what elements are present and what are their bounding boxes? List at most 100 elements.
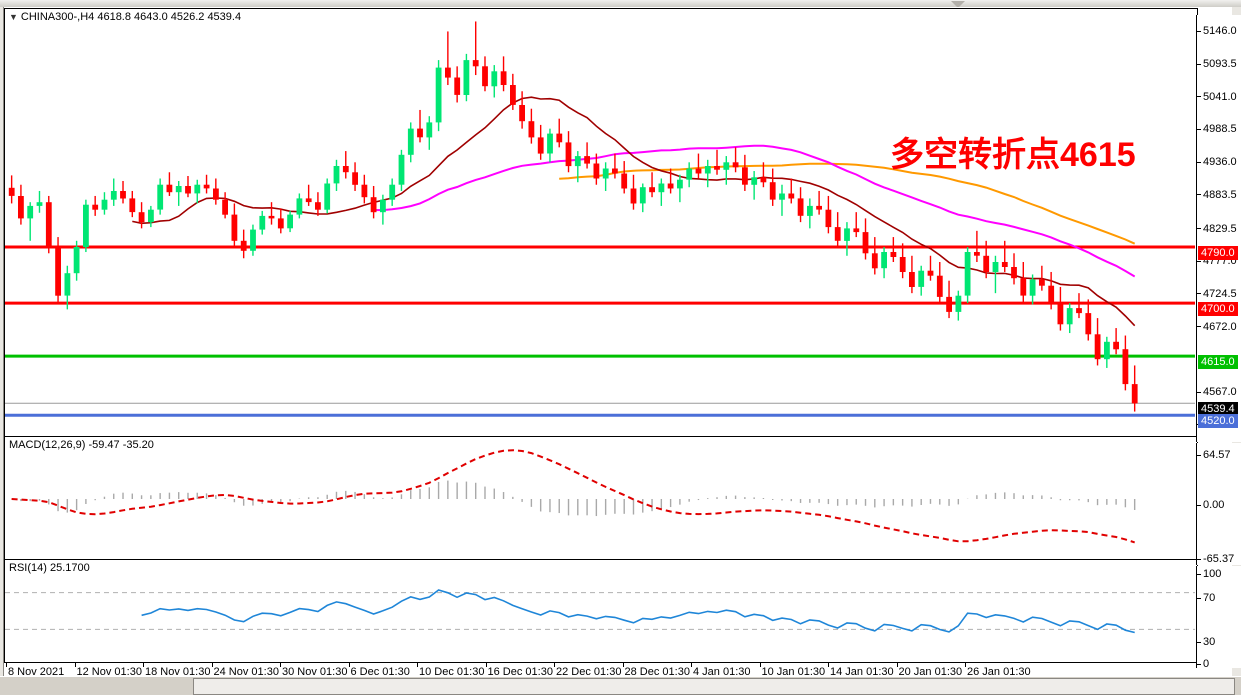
candle-body — [621, 173, 628, 189]
candle-body — [315, 202, 321, 210]
time-axis[interactable]: 8 Nov 2021 12 Nov 01:30 18 Nov 01:30 24 Nov… — [4, 662, 1196, 683]
time-tick — [143, 663, 144, 667]
candle-body — [166, 184, 173, 193]
candle-body — [844, 228, 850, 241]
candle-body — [677, 179, 683, 189]
candle-body — [1001, 262, 1008, 267]
time-tick — [896, 663, 898, 667]
scrollbar-track[interactable] — [193, 678, 1235, 695]
rsi-tick: 0 — [1197, 658, 1209, 670]
candle-body — [250, 229, 256, 251]
candle-body — [825, 209, 832, 228]
candle-body — [268, 215, 275, 219]
candle-body — [639, 187, 646, 204]
candle-body — [370, 197, 377, 213]
macd-tick: 64.57 — [1197, 449, 1231, 461]
candle-body — [714, 166, 720, 170]
candle-body — [222, 199, 228, 215]
candle-body — [407, 128, 414, 155]
candle-body — [1113, 341, 1119, 350]
candle-body — [64, 273, 71, 296]
rsi-pane[interactable]: RSI(14) 25.1700 — [4, 559, 1198, 663]
price-tick: 5146.0 — [1197, 25, 1237, 37]
candle-body — [361, 184, 368, 198]
macd-pane[interactable]: MACD(12,26,9) -59.47 -35.20 — [4, 436, 1198, 560]
candle-body — [380, 199, 386, 213]
candle-body — [881, 252, 887, 269]
candle-body — [1048, 285, 1055, 304]
candle-body — [797, 198, 804, 216]
candle-body — [472, 60, 479, 67]
time-label: 22 Dec 01:30 — [556, 666, 622, 678]
candle-body — [834, 227, 841, 241]
rsi-plot — [5, 589, 1195, 634]
candle-body — [305, 198, 312, 203]
support-4520-badge[interactable]: 4520.0 — [1198, 414, 1238, 429]
ma-magenta — [373, 144, 1136, 278]
candle-body — [1029, 279, 1036, 296]
time-label: 20 Jan 01:30 — [898, 666, 963, 678]
rsi-tick: 100 — [1197, 568, 1221, 580]
candle-body — [120, 191, 126, 199]
price-pane-header: ▼ CHINA300-,H4 4618.8 4643.0 4526.2 4539.… — [9, 11, 241, 23]
time-label: 10 Dec 01:30 — [419, 666, 485, 678]
macd-tick: -65.37 — [1197, 553, 1234, 565]
candle-body — [853, 228, 860, 233]
time-label: 14 Jan 01:30 — [830, 666, 894, 678]
candle-body — [528, 121, 535, 138]
rsi-scale[interactable]: 100 70 30 0 — [1196, 566, 1241, 670]
candle-body — [547, 133, 553, 154]
resistance-4790-badge[interactable]: 4790.0 — [1198, 246, 1238, 261]
time-label: 10 Jan 01:30 — [761, 666, 826, 678]
candle-body — [807, 205, 813, 216]
time-tick — [6, 663, 7, 667]
candle-body — [686, 168, 693, 180]
rsi-tick: 30 — [1197, 636, 1215, 648]
candle-body — [231, 214, 238, 241]
candle-body — [927, 270, 934, 276]
pivot-4615-badge[interactable]: 4615.0 — [1198, 355, 1238, 370]
last-price-badge[interactable]: 4539.4 — [1198, 402, 1238, 417]
time-tick — [280, 663, 281, 667]
candle-body — [1020, 278, 1027, 296]
candle-body — [1011, 267, 1017, 279]
collapse-caret-icon[interactable]: ▼ — [9, 12, 18, 22]
candle-body — [612, 168, 618, 174]
candle-body — [584, 156, 590, 164]
candle-body — [500, 71, 507, 85]
candle-body — [296, 198, 303, 215]
candle-body — [955, 295, 962, 312]
time-tick — [417, 663, 418, 667]
candle-body — [704, 166, 711, 174]
candle-body — [983, 255, 990, 272]
time-tick — [485, 663, 487, 667]
macd-scale[interactable]: 64.57 0.00 -65.37 — [1196, 443, 1241, 565]
candle-body — [788, 193, 795, 199]
candle-body — [742, 167, 748, 185]
time-label: 12 Nov 01:30 — [76, 666, 142, 678]
price-tick: 4988.5 — [1197, 123, 1237, 135]
rsi-tick: 70 — [1197, 592, 1215, 604]
time-label: 4 Jan 01:30 — [693, 666, 751, 678]
candle-body — [110, 191, 117, 200]
candle-body — [1122, 349, 1129, 385]
candle-body — [890, 252, 897, 257]
price-scale[interactable]: 5146.0 5093.5 5041.0 4988.5 4936.0 4883.5 4829… — [1196, 15, 1241, 442]
candle-body — [185, 186, 191, 194]
candle-body — [203, 184, 210, 189]
candle-body — [55, 245, 61, 296]
horizontal-scrollbar[interactable] — [0, 676, 1241, 695]
candle-body — [324, 183, 331, 210]
time-label: 30 Nov 01:30 — [282, 666, 348, 678]
time-tick — [965, 663, 966, 667]
candle-body — [398, 154, 405, 185]
candle-body — [769, 182, 776, 200]
price-pane[interactable]: ▼ CHINA300-,H4 4618.8 4643.0 4526.2 4539.… — [4, 8, 1198, 437]
candle-body — [83, 204, 89, 248]
collapse-triangle-icon[interactable] — [951, 1, 965, 8]
time-label: 26 Jan 01:30 — [967, 666, 1031, 678]
candle-body — [816, 205, 822, 210]
resistance-4700-badge[interactable]: 4700.0 — [1198, 302, 1238, 317]
price-tick: 4724.5 — [1197, 288, 1237, 300]
macd-signal-line — [11, 449, 1136, 544]
